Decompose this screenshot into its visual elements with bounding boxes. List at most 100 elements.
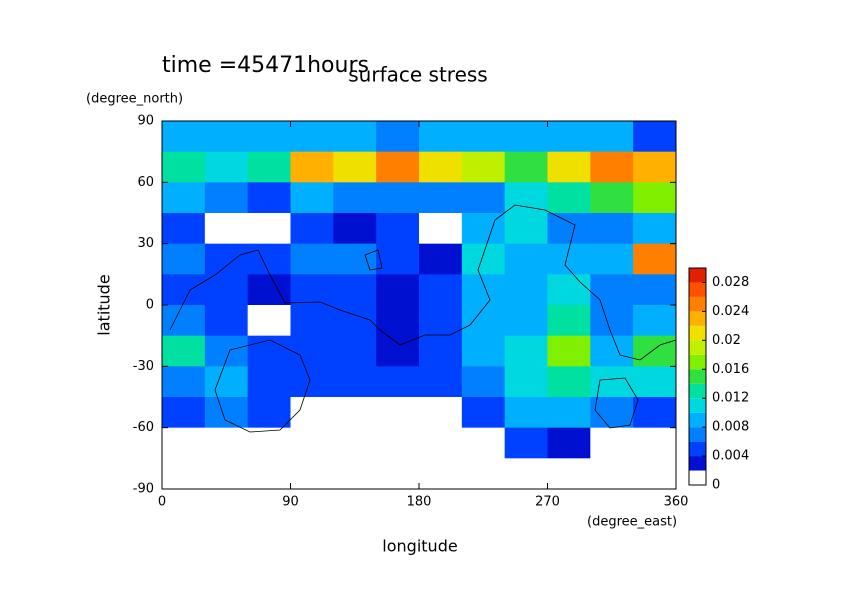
colorbar-tick-label: 0 [712, 478, 720, 493]
cell [547, 182, 591, 214]
cell [204, 427, 249, 459]
cell [204, 121, 249, 153]
cell [204, 458, 249, 490]
colorbar-tick-label: 0.024 [712, 304, 749, 319]
cell [162, 366, 206, 398]
cell [547, 458, 591, 490]
cell [204, 213, 249, 245]
cell [461, 121, 506, 153]
cell [290, 458, 334, 490]
colorbar-swatch [689, 470, 706, 485]
cell [461, 397, 506, 429]
cell [290, 274, 334, 306]
cell [204, 305, 249, 337]
cell [633, 458, 677, 490]
cell [376, 397, 420, 429]
cell [247, 243, 291, 275]
cell [204, 397, 249, 429]
colorbar-swatch [689, 354, 706, 370]
cell [247, 366, 291, 398]
cell [247, 335, 291, 367]
cell [547, 274, 591, 306]
cell [504, 335, 548, 367]
cell [247, 274, 291, 306]
cell [162, 305, 206, 337]
cell [290, 427, 334, 459]
cell [376, 182, 420, 214]
cell [247, 213, 291, 245]
cell [547, 151, 591, 183]
cell [419, 458, 463, 490]
cell [333, 182, 377, 214]
cell [633, 121, 677, 153]
x-tick-label: 90 [282, 495, 299, 510]
cell [633, 366, 677, 398]
cell [633, 243, 677, 275]
cell [376, 213, 420, 245]
cell [333, 458, 377, 490]
colorbar-tick-label: 0.016 [712, 362, 749, 377]
colorbar-tick-label: 0.004 [712, 449, 749, 464]
cell [504, 427, 548, 459]
cell [504, 397, 548, 429]
cell [333, 213, 377, 245]
y-tick-label: -30 [133, 359, 154, 374]
cell [290, 213, 334, 245]
coastlines [169, 204, 677, 433]
cell [376, 305, 420, 337]
colorbar-swatch [689, 325, 706, 341]
cell [504, 151, 548, 183]
cell [290, 121, 334, 153]
y-unit: (degree_north) [86, 92, 183, 107]
cell [162, 427, 206, 459]
colorbar-frame [688, 267, 707, 486]
cell [247, 151, 291, 183]
cell [247, 397, 291, 429]
cell [590, 121, 634, 153]
cell [547, 366, 591, 398]
cell [590, 243, 634, 275]
cell [247, 182, 291, 214]
cell [590, 427, 634, 459]
cell [333, 243, 377, 275]
cell [504, 121, 548, 153]
cell [504, 182, 548, 214]
colorbar-tick-label: 0.008 [712, 420, 749, 435]
cell [376, 151, 420, 183]
cell [247, 305, 291, 337]
cell [461, 366, 506, 398]
cell [419, 274, 463, 306]
cell [590, 335, 634, 367]
colorbar-swatch [689, 369, 706, 384]
cell [204, 335, 249, 367]
cell [547, 397, 591, 429]
cell [376, 335, 420, 367]
cell [547, 305, 591, 337]
cell [333, 121, 377, 153]
cell [419, 335, 463, 367]
cell [461, 458, 506, 490]
colorbar-swatch [689, 412, 706, 428]
cell [333, 274, 377, 306]
cell [162, 243, 206, 275]
cell [204, 274, 249, 306]
cell [162, 397, 206, 429]
y-tick-label: -60 [133, 420, 154, 435]
cell [590, 305, 634, 337]
cell [376, 427, 420, 459]
cell [376, 458, 420, 490]
cell [162, 335, 206, 367]
cell [290, 182, 334, 214]
cell [633, 305, 677, 337]
cell [590, 458, 634, 490]
cell [162, 458, 206, 490]
colorbar-swatch [689, 268, 706, 283]
cell [204, 366, 249, 398]
cell [461, 427, 506, 459]
cell [461, 305, 506, 337]
colorbar-swatch [689, 282, 706, 297]
cell [290, 305, 334, 337]
y-axis-label: latitude [95, 274, 114, 335]
